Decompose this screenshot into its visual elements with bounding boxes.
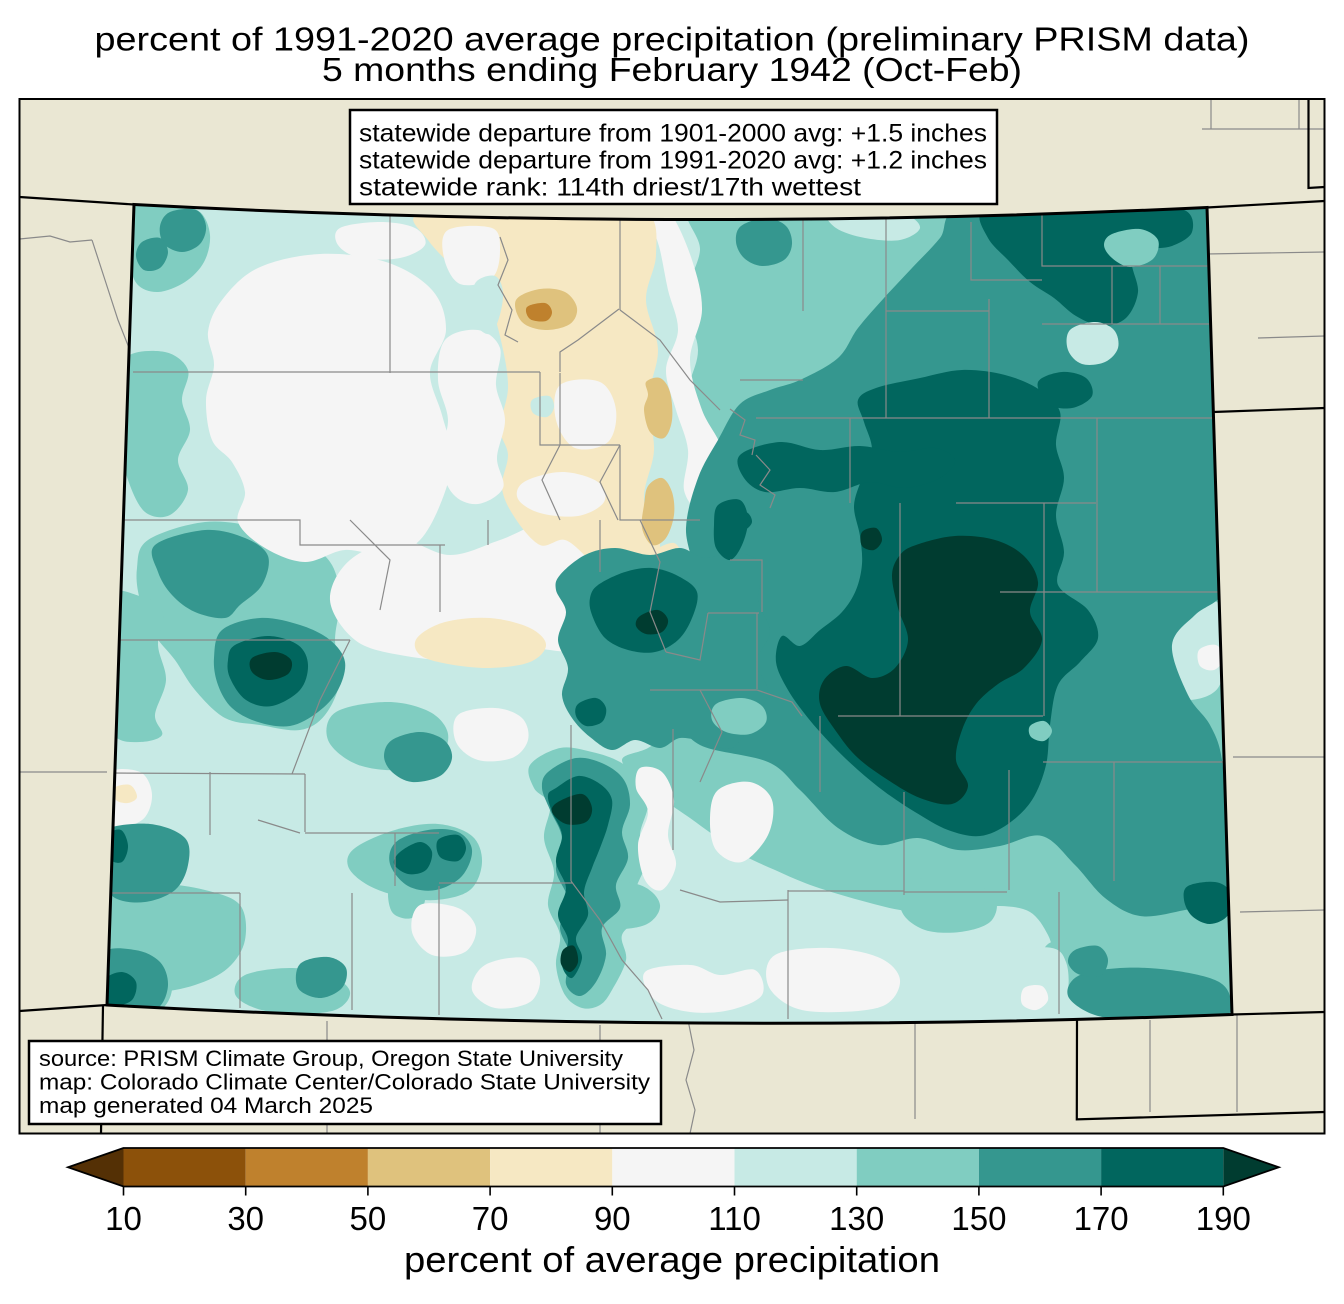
svg-text:source: PRISM Climate Group, O: source: PRISM Climate Group, Oregon Stat… [39,1046,623,1071]
svg-text:130: 130 [829,1200,884,1237]
svg-text:statewide departure from 1901-: statewide departure from 1901-2000 avg: … [359,120,987,148]
svg-text:statewide departure from 1991-: statewide departure from 1991-2020 avg: … [359,147,987,175]
svg-text:50: 50 [350,1200,387,1237]
svg-text:190: 190 [1196,1200,1251,1237]
svg-text:statewide rank: 114th driest/1: statewide rank: 114th driest/17th wettes… [359,174,861,202]
svg-text:10: 10 [105,1200,142,1237]
svg-text:map generated 04 March 2025: map generated 04 March 2025 [39,1093,373,1118]
svg-text:90: 90 [594,1200,631,1237]
svg-text:30: 30 [227,1200,264,1237]
svg-text:110: 110 [708,1200,761,1237]
svg-text:150: 150 [951,1200,1006,1237]
svg-text:map: Colorado Climate Center/C: map: Colorado Climate Center/Colorado St… [39,1070,650,1095]
svg-text:170: 170 [1074,1200,1129,1237]
svg-text:percent of 1991-2020 average p: percent of 1991-2020 average precipitati… [95,21,1250,58]
svg-text:5 months ending February 1942: 5 months ending February 1942 (Oct-Feb) [322,51,1022,88]
svg-text:70: 70 [472,1200,509,1237]
svg-text:percent of average precipitati: percent of average precipitation [404,1239,940,1280]
